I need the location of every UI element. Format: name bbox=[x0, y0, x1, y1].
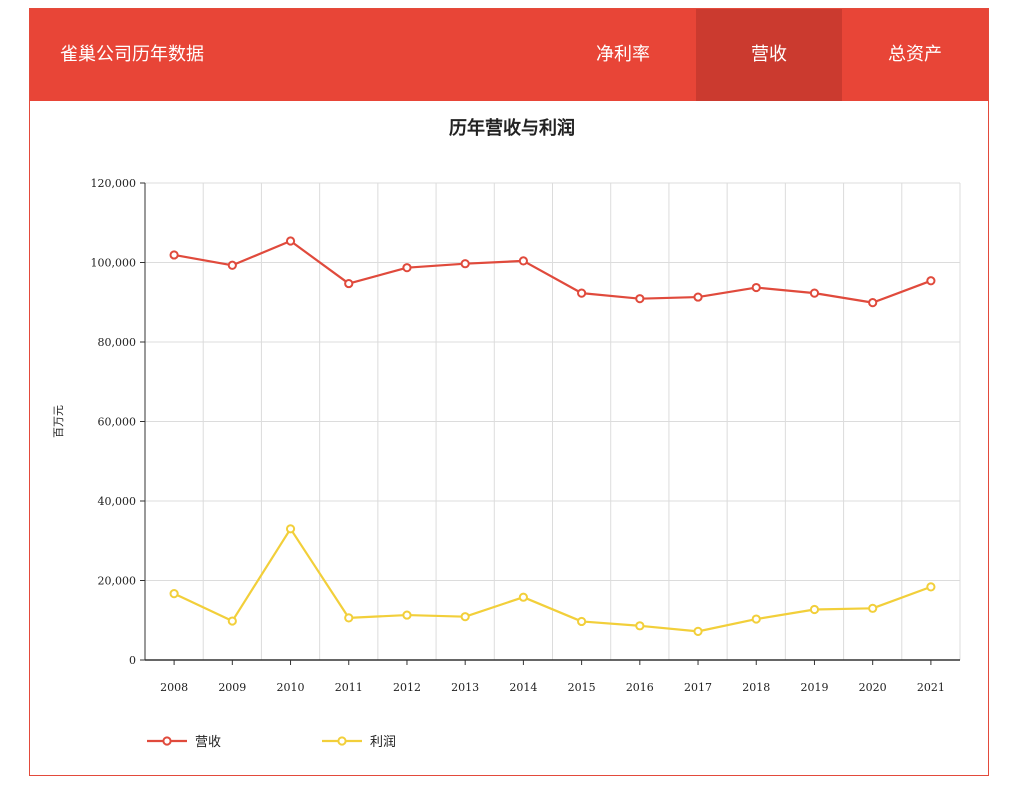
data-point[interactable] bbox=[285, 236, 296, 246]
data-point[interactable] bbox=[868, 298, 878, 308]
y-tick-label: 60,000 bbox=[98, 416, 137, 429]
data-point[interactable] bbox=[577, 288, 587, 298]
tab-total-assets[interactable]: 总资产 bbox=[888, 44, 942, 65]
x-tick-label: 2010 bbox=[277, 681, 305, 694]
y-tick-label: 20,000 bbox=[98, 575, 137, 588]
data-point[interactable] bbox=[285, 524, 296, 534]
data-point[interactable] bbox=[402, 610, 412, 620]
data-point[interactable] bbox=[227, 260, 237, 270]
x-tick-label: 2017 bbox=[684, 681, 712, 694]
data-point[interactable] bbox=[926, 276, 936, 286]
data-point[interactable] bbox=[227, 616, 237, 626]
series-line-0 bbox=[173, 239, 932, 304]
x-tick-label: 2016 bbox=[626, 681, 654, 694]
x-tick-label: 2021 bbox=[917, 681, 945, 694]
x-tick-label: 2012 bbox=[393, 681, 421, 694]
data-point[interactable] bbox=[868, 603, 878, 613]
y-tick-label: 40,000 bbox=[98, 495, 137, 508]
x-tick-label: 2015 bbox=[568, 681, 596, 694]
data-point[interactable] bbox=[460, 259, 470, 269]
legend-swatch-marker bbox=[337, 736, 347, 746]
data-point[interactable] bbox=[518, 256, 528, 266]
x-tick-label: 2008 bbox=[160, 681, 188, 694]
data-point[interactable] bbox=[169, 589, 179, 599]
data-point[interactable] bbox=[693, 292, 703, 302]
x-tick-label: 2019 bbox=[800, 681, 828, 694]
data-point[interactable] bbox=[577, 616, 587, 627]
data-point[interactable] bbox=[809, 288, 820, 298]
x-tick-label: 2020 bbox=[859, 681, 887, 694]
data-point[interactable] bbox=[926, 582, 936, 592]
data-point[interactable] bbox=[518, 592, 528, 602]
legend-swatch-marker bbox=[162, 736, 172, 746]
chart-frame: 雀巢公司历年数据 净利率 营收 总资产 bbox=[29, 8, 989, 776]
data-point[interactable] bbox=[344, 613, 354, 623]
brand-title: 雀巢公司历年数据 bbox=[60, 44, 204, 65]
y-tick-label: 100,000 bbox=[91, 257, 137, 270]
tab-net-margin[interactable]: 净利率 bbox=[596, 44, 650, 65]
x-tick-label: 2009 bbox=[218, 681, 246, 694]
y-tick-label: 120,000 bbox=[91, 177, 137, 190]
data-point[interactable] bbox=[809, 604, 820, 615]
data-point[interactable] bbox=[169, 250, 179, 260]
header-bar: 雀巢公司历年数据 净利率 营收 总资产 bbox=[30, 9, 988, 101]
legend-label[interactable]: 利润 bbox=[370, 735, 396, 750]
nav-tabs: 净利率 营收 总资产 bbox=[550, 9, 988, 101]
data-point[interactable] bbox=[460, 612, 470, 622]
y-tick-label: 0 bbox=[129, 654, 136, 667]
legend-label[interactable]: 营收 bbox=[195, 735, 221, 750]
data-point[interactable] bbox=[751, 282, 761, 293]
data-point[interactable] bbox=[635, 621, 645, 631]
x-tick-label: 2014 bbox=[509, 681, 537, 694]
data-point[interactable] bbox=[344, 278, 354, 289]
data-point[interactable] bbox=[693, 626, 703, 636]
y-tick-label: 80,000 bbox=[98, 336, 137, 349]
data-point[interactable] bbox=[635, 294, 645, 304]
x-tick-label: 2018 bbox=[742, 681, 770, 694]
y-axis-label: 百万元 bbox=[52, 405, 65, 438]
data-point[interactable] bbox=[402, 263, 412, 273]
chart-title: 历年营收与利润 bbox=[449, 118, 575, 139]
series-line-1 bbox=[173, 527, 932, 633]
data-point[interactable] bbox=[751, 614, 761, 624]
tab-revenue[interactable]: 营收 bbox=[696, 9, 842, 101]
x-tick-label: 2011 bbox=[335, 681, 363, 694]
x-tick-label: 2013 bbox=[451, 681, 479, 694]
